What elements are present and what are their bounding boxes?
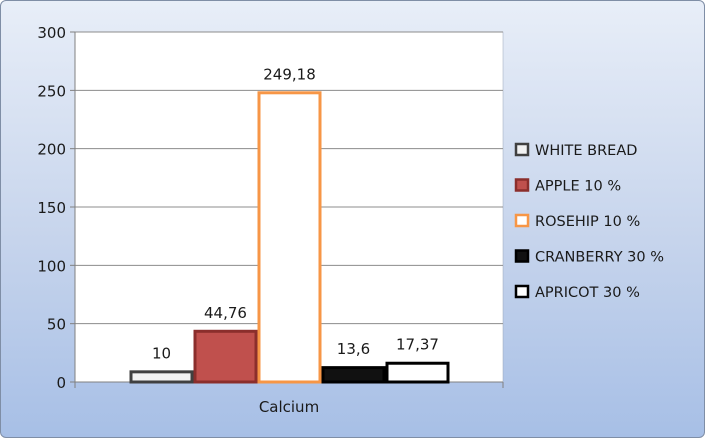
y-tick-label: 150 — [37, 199, 66, 217]
legend-swatch — [514, 213, 530, 228]
bar — [321, 366, 386, 384]
legend-label: APRICOT 30 % — [535, 285, 640, 301]
legend-swatch — [514, 142, 530, 157]
legend-swatch — [514, 284, 530, 299]
bar — [385, 361, 450, 384]
data-label: 44,76 — [204, 304, 247, 322]
legend: WHITE BREAD APPLE 10 % ROSEHIP 10 % CRANBER… — [514, 142, 664, 301]
legend-swatch — [514, 178, 530, 192]
data-label: 13,6 — [337, 340, 370, 358]
legend-label: WHITE BREAD — [535, 143, 637, 159]
bar — [129, 370, 194, 384]
data-labels: 10 44,76 249,18 13,6 17,37 — [152, 65, 439, 362]
y-tick-label: 250 — [37, 82, 66, 100]
legend-swatch — [514, 249, 530, 263]
legend-label: APPLE 10 % — [535, 179, 621, 195]
y-tick-label: 200 — [37, 141, 66, 159]
y-tick-label: 50 — [47, 316, 66, 334]
legend-label: ROSEHIP 10 % — [535, 214, 640, 230]
data-label: 249,18 — [263, 65, 316, 83]
bar — [257, 91, 322, 384]
x-category-label: Calcium — [259, 398, 319, 416]
data-label: 17,37 — [396, 336, 439, 354]
y-tick-label: 0 — [56, 374, 66, 392]
y-tick-label: 100 — [37, 257, 66, 275]
y-tick-label: 300 — [37, 24, 66, 42]
bar — [193, 329, 258, 384]
legend-label: CRANBERRY 30 % — [535, 250, 664, 266]
bars — [129, 91, 450, 384]
gridlines — [75, 31, 503, 325]
data-label: 10 — [152, 344, 171, 362]
